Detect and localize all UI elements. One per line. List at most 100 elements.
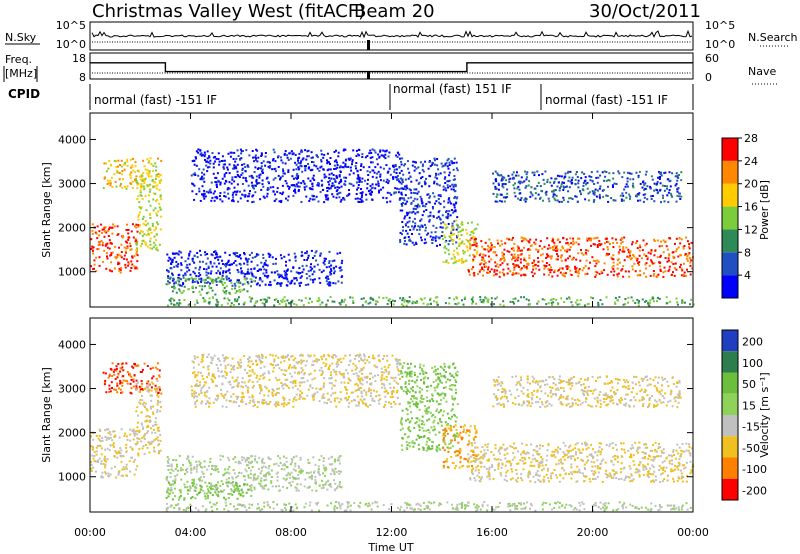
y-tick-label: 2000 xyxy=(58,427,86,440)
colorbar-tick-label: 16 xyxy=(744,201,758,214)
y-tick-label: 1000 xyxy=(58,471,86,484)
time-tick-label: 20:00 xyxy=(577,526,609,539)
colorbar-frame xyxy=(721,137,739,299)
echo-region-morning-lower xyxy=(165,276,256,296)
colorbar-tick-label: 12 xyxy=(744,223,758,236)
y-tick-label: 3000 xyxy=(58,383,86,396)
colorbar-tick-label: -100 xyxy=(742,463,767,476)
echo-region-early-high xyxy=(102,362,163,395)
nsearch-tick-bottom: 10^0 xyxy=(705,38,735,51)
y-tick-label: 2000 xyxy=(58,222,86,235)
velocity-cbar-label: Velocity [m s⁻¹] xyxy=(758,372,771,457)
freq-panel: Freq. [MHz] 18 8 60 0 Nave xyxy=(3,52,778,85)
freq-tick-top: 18 xyxy=(72,52,86,65)
echo-region-evening-upper xyxy=(492,375,682,409)
cpid-panel: CPID normal (fast) -151 IF normal (fast)… xyxy=(8,82,694,110)
colorbar-tick-label: -50 xyxy=(742,442,760,455)
echo-region-afternoon-dense xyxy=(466,441,695,484)
colorbar-tick-label: 200 xyxy=(742,336,763,349)
cpid-label: CPID xyxy=(8,87,40,101)
time-axis: 00:00 04:00 08:00 12:00 16:00 20:00 00:00 xyxy=(74,113,709,539)
noise-panel: N.Sky 10^5 10^0 10^5 10^0 N.Search xyxy=(5,19,798,51)
nave-tick-top: 60 xyxy=(705,52,719,65)
power-ylabel: Slant Range [km] xyxy=(40,162,53,258)
nsky-tick-top: 10^5 xyxy=(56,19,86,32)
colorbar-tick-label: 20 xyxy=(744,178,758,191)
colorbar-swatch xyxy=(722,183,738,207)
colorbar-swatch xyxy=(722,275,738,298)
velocity-echo-data xyxy=(90,353,695,512)
y-tick-label: 1000 xyxy=(58,266,86,279)
nave-label: Nave xyxy=(748,65,776,78)
cpid-segment-3: normal (fast) -151 IF xyxy=(545,93,668,107)
power-cbar-label: Power [dB] xyxy=(758,180,771,240)
time-tick-label: 04:00 xyxy=(175,526,207,539)
colorbar-swatch xyxy=(722,138,738,161)
nsky-trace xyxy=(91,29,693,39)
power-echo-data xyxy=(90,148,695,307)
freq-label-1: Freq. xyxy=(5,53,32,66)
time-tick-label: 12:00 xyxy=(376,526,408,539)
colorbar-tick-label: 50 xyxy=(742,378,756,391)
colorbar-swatch xyxy=(722,206,738,230)
freq-tick-bottom: 8 xyxy=(79,71,86,84)
colorbar-tick-label: 15 xyxy=(742,399,756,412)
echo-region-noon-descent xyxy=(399,362,459,453)
nsky-label: N.Sky xyxy=(5,31,37,44)
echo-region-ground-scatter xyxy=(165,501,692,512)
colorbar-swatch xyxy=(722,351,738,373)
colorbar-swatch xyxy=(722,160,738,184)
noise-gap-marker xyxy=(367,40,370,50)
time-tick-label: 00:00 xyxy=(74,526,106,539)
echo-region-ground-scatter xyxy=(167,296,695,307)
velocity-ylabel: Slant Range [km] xyxy=(40,367,53,463)
colorbar-tick-label: -200 xyxy=(742,484,767,497)
echo-region-early-high xyxy=(102,157,163,190)
echo-region-noon-descent xyxy=(399,157,459,247)
nsearch-label: N.Search xyxy=(748,31,798,44)
beam-title: Beam 20 xyxy=(354,1,435,22)
colorbar-swatch xyxy=(722,229,738,253)
echo-region-morning-lower xyxy=(165,481,253,501)
power-colorbar: 4 8 12 16 20 24 28 xyxy=(721,132,758,299)
colorbar-swatch xyxy=(722,478,738,500)
echo-region-morning-band xyxy=(166,249,344,287)
power-panel: 1000 2000 3000 4000 Slant Range [km] 4 8 12 16… xyxy=(40,112,771,308)
colorbar-frame xyxy=(721,329,739,501)
echo-region-morning-arc xyxy=(190,353,401,409)
echo-region-early-rising xyxy=(135,380,162,455)
colorbar-swatch xyxy=(722,415,738,437)
colorbar-tick-label: 4 xyxy=(744,269,751,282)
freq-label-2: [MHz] xyxy=(5,67,37,80)
y-tick-label: 4000 xyxy=(58,133,86,146)
echo-region-early-dense xyxy=(90,428,140,479)
freq-bracket xyxy=(3,66,38,82)
cpid-segment-2: normal (fast) 151 IF xyxy=(393,82,512,96)
colorbar-swatch xyxy=(722,457,738,479)
echo-region-afternoon-dense xyxy=(467,236,694,278)
freq-gap-marker xyxy=(367,72,370,79)
echo-region-afternoon-mixed xyxy=(441,219,479,265)
colorbar-tick-label: -15 xyxy=(742,421,760,434)
time-tick-label: 16:00 xyxy=(476,526,508,539)
velocity-y-axis: 1000 2000 3000 4000 xyxy=(58,338,693,484)
y-tick-label: 3000 xyxy=(58,178,86,191)
colorbar-swatch xyxy=(722,436,738,458)
colorbar-tick-label: 100 xyxy=(742,357,763,370)
station-title: Christmas Valley West (fitACF) xyxy=(92,1,365,22)
velocity-colorbar: 200 100 50 15 -15 -50 -100 -200 xyxy=(721,329,767,501)
colorbar-tick-label: 8 xyxy=(744,246,751,259)
echo-region-early-rising xyxy=(135,174,163,252)
y-tick-label: 4000 xyxy=(58,338,86,351)
nsearch-tick-top: 10^5 xyxy=(705,19,735,32)
time-axis-label: Time UT xyxy=(367,541,413,554)
date-title: 30/Oct/2011 xyxy=(589,1,701,22)
time-tick-label: 08:00 xyxy=(275,526,307,539)
nsky-tick-bottom: 10^0 xyxy=(56,38,86,51)
colorbar-swatch xyxy=(722,252,738,276)
echo-region-evening-upper xyxy=(492,170,683,204)
velocity-panel: 1000 2000 3000 4000 Slant Range [km] 200 100… xyxy=(40,317,771,513)
power-y-axis: 1000 2000 3000 4000 xyxy=(58,133,693,279)
echo-region-morning-arc xyxy=(190,148,401,204)
